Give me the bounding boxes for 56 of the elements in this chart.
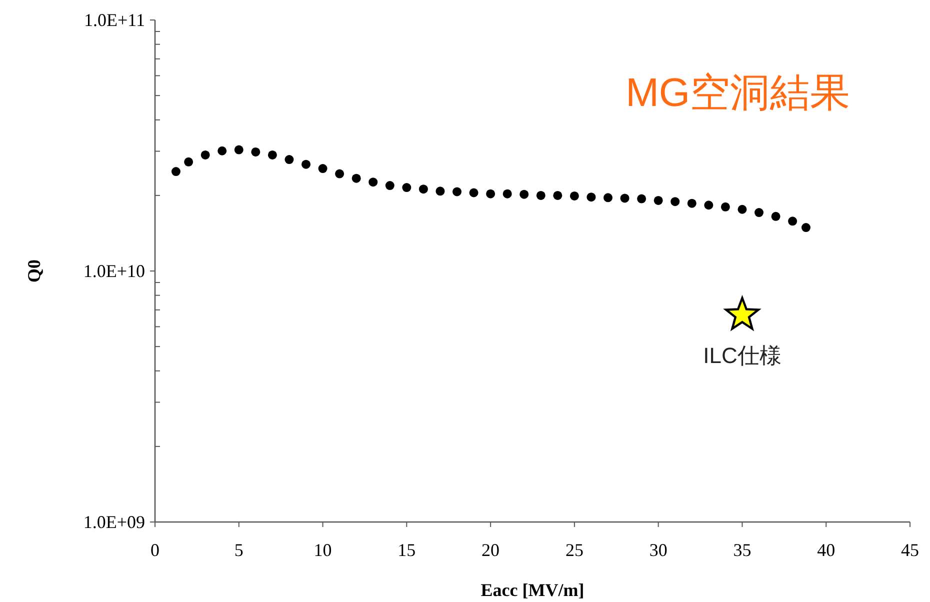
x-tick-label: 0 (150, 540, 160, 560)
point (385, 181, 394, 190)
point (234, 145, 244, 154)
x-tick-label: 40 (817, 540, 836, 560)
point (570, 191, 579, 200)
point (771, 212, 780, 221)
x-tick-label: 35 (733, 540, 752, 560)
point (738, 204, 747, 214)
point (788, 216, 798, 226)
point (604, 193, 612, 202)
point (720, 202, 730, 212)
point (436, 186, 445, 196)
point (520, 190, 529, 199)
point (284, 155, 294, 164)
point (586, 192, 596, 202)
point (754, 208, 764, 218)
annotation: ILC仕様 (703, 342, 782, 368)
point (687, 198, 696, 208)
x-tick-label: 45 (901, 540, 919, 560)
point (469, 188, 478, 198)
x-tick-label: 20 (482, 540, 500, 560)
point (352, 174, 361, 183)
y-tick-label: 1.0E+11 (84, 10, 145, 30)
point (368, 178, 378, 187)
point (536, 190, 546, 200)
point (402, 183, 412, 192)
point (801, 223, 810, 232)
point (670, 197, 680, 206)
y-tick-label: 1.0E+10 (83, 261, 145, 281)
point (620, 194, 630, 203)
point (302, 160, 310, 169)
point (502, 189, 512, 198)
x-tick-label: 5 (234, 540, 244, 560)
text: MG空洞結果 (626, 71, 850, 115)
x-axis-title: Eacc [MV/m] (480, 580, 584, 600)
point (452, 187, 462, 196)
point (218, 146, 227, 156)
point (200, 150, 210, 160)
point (486, 189, 496, 198)
point (268, 150, 277, 160)
x-tick-label: 25 (565, 540, 584, 560)
point (171, 167, 180, 176)
point (418, 184, 428, 194)
point (251, 147, 260, 156)
x-tick-label: 30 (649, 540, 668, 560)
point (704, 200, 714, 210)
point (335, 169, 344, 178)
point (654, 196, 663, 205)
point (318, 164, 328, 174)
y-axis-title: Q0 (24, 259, 44, 283)
point (553, 190, 562, 200)
x-tick-label: 10 (314, 540, 332, 560)
point (637, 194, 646, 204)
y-tick-label: 1.0E+09 (83, 512, 145, 532)
point (184, 157, 194, 166)
x-tick-label: 15 (398, 540, 416, 560)
